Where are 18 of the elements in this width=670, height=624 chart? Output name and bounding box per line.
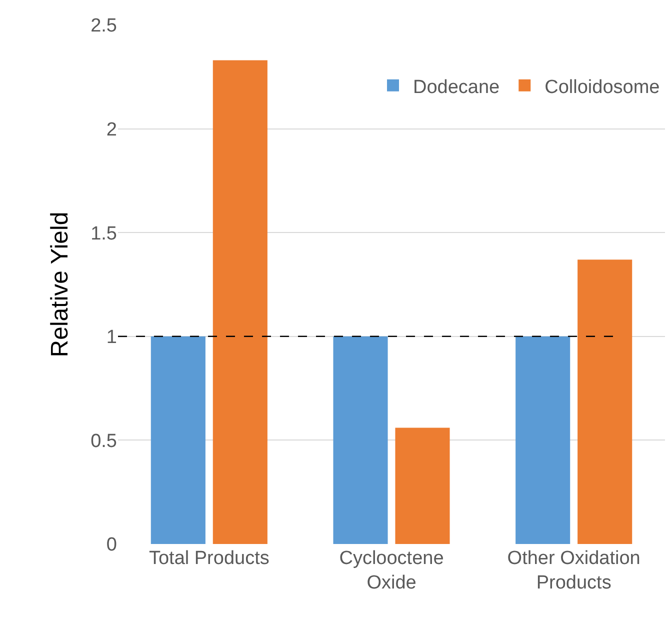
bar — [578, 260, 632, 544]
y-tick-label: 2.5 — [90, 16, 117, 37]
x-tick-label: Cyclooctene Oxide — [339, 548, 444, 594]
y-tick-label: 0.5 — [90, 430, 117, 452]
x-tick-label: Other Oxidation Products — [507, 548, 640, 594]
y-tick-label: 1.5 — [90, 223, 117, 244]
y-tick-label: 1 — [106, 327, 117, 348]
x-tick-label: Total Products — [148, 548, 270, 569]
bar — [150, 336, 206, 544]
y-tick-label: 2 — [106, 119, 117, 140]
legend-label: Dodecane — [413, 76, 500, 98]
y-axis-title: Relative Yield — [46, 212, 74, 358]
bar — [212, 60, 268, 544]
y-tick-label: 0 — [106, 534, 117, 556]
legend-label: Colloidosome — [544, 76, 660, 98]
bar — [333, 336, 388, 544]
bar — [516, 336, 570, 544]
bar — [395, 428, 450, 544]
